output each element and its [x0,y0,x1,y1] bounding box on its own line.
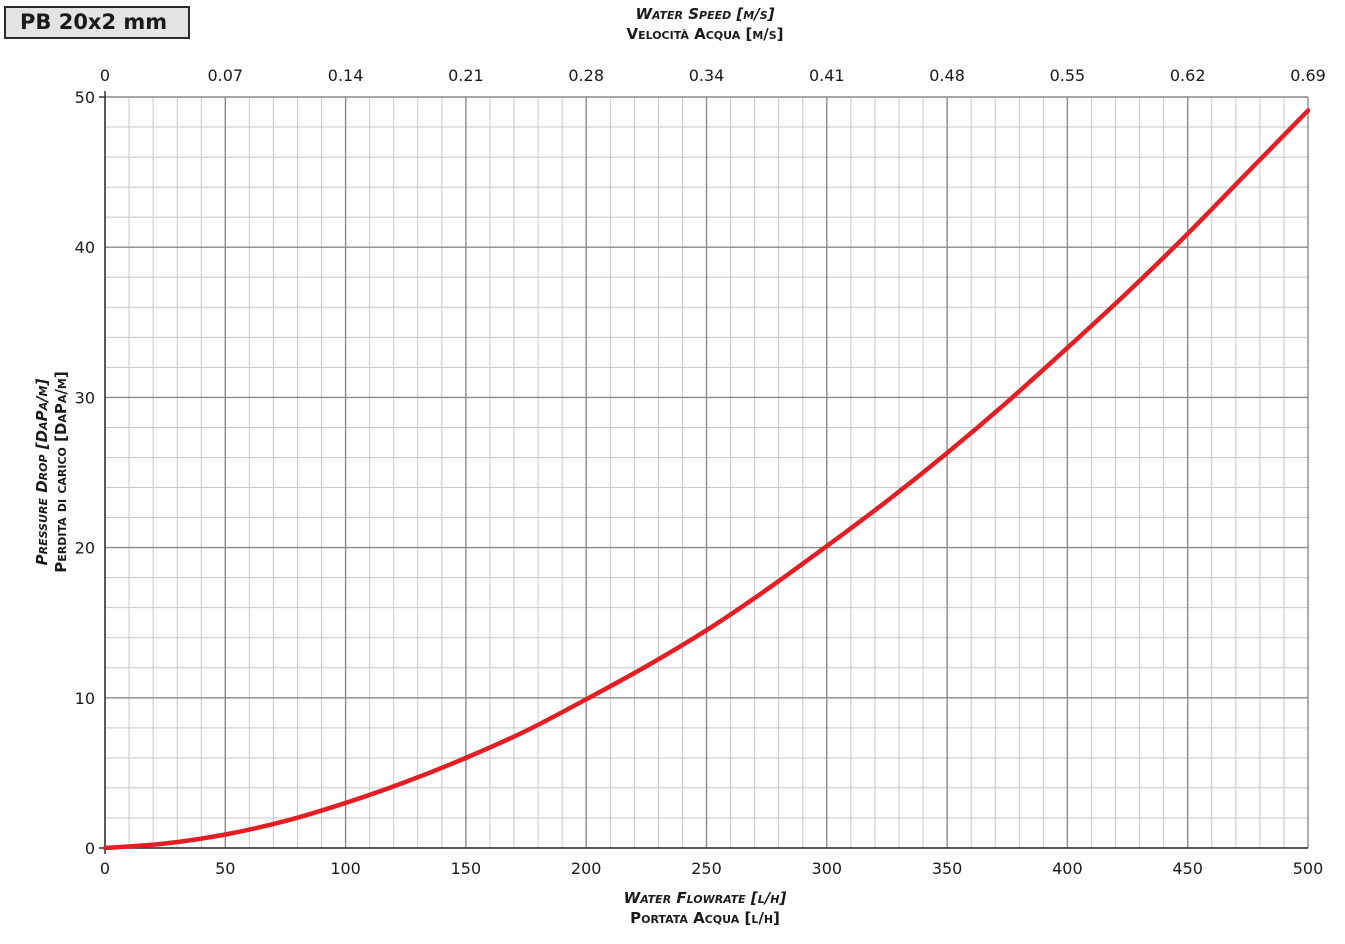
x-bottom-tick-label: 350 [932,859,963,878]
x-top-tick-label: 0 [100,66,110,85]
y-tick-label: 0 [85,839,95,858]
top-axis-title-en: Water Speed [m/s] [635,5,775,23]
x-top-tick-label: 0.62 [1170,66,1206,85]
bottom-axis-title-it: Portata Acqua [l/h] [630,909,780,927]
top-axis-title: Water Speed [m/s] Velocità Acqua [m/s] [505,4,905,44]
x-bottom-tick-label: 50 [215,859,235,878]
x-top-tick-label: 0.34 [689,66,725,85]
x-bottom-tick-label: 500 [1293,859,1324,878]
chart-title: PB 20x2 mm [4,6,190,39]
y-tick-label: 40 [75,238,95,257]
y-tick-label: 10 [75,689,95,708]
y-tick-label: 30 [75,388,95,407]
x-top-tick-label: 0.55 [1050,66,1086,85]
x-top-tick-label: 0.41 [809,66,845,85]
x-bottom-tick-label: 100 [330,859,361,878]
x-top-tick-label: 0.07 [207,66,243,85]
x-top-tick-label: 0.28 [568,66,604,85]
x-bottom-tick-label: 150 [451,859,482,878]
y-tick-label: 20 [75,539,95,558]
x-bottom-tick-label: 400 [1052,859,1083,878]
x-bottom-tick-label: 250 [691,859,722,878]
x-bottom-tick-label: 200 [571,859,602,878]
x-top-tick-label: 0.21 [448,66,484,85]
bottom-axis-title-en: Water Flowrate [l/h] [623,889,787,907]
x-bottom-tick-label: 300 [812,859,843,878]
pressure-drop-series-line [102,108,1311,851]
top-axis-title-it: Velocità Acqua [m/s] [626,25,784,43]
x-bottom-tick-label: 0 [100,859,110,878]
x-top-tick-label: 0.48 [929,66,965,85]
x-bottom-tick-label: 450 [1172,859,1203,878]
x-top-tick-label: 0.69 [1290,66,1326,85]
bottom-axis-title: Water Flowrate [l/h] Portata Acqua [l/h] [505,888,905,928]
y-tick-label: 50 [75,88,95,107]
x-top-tick-label: 0.14 [328,66,364,85]
